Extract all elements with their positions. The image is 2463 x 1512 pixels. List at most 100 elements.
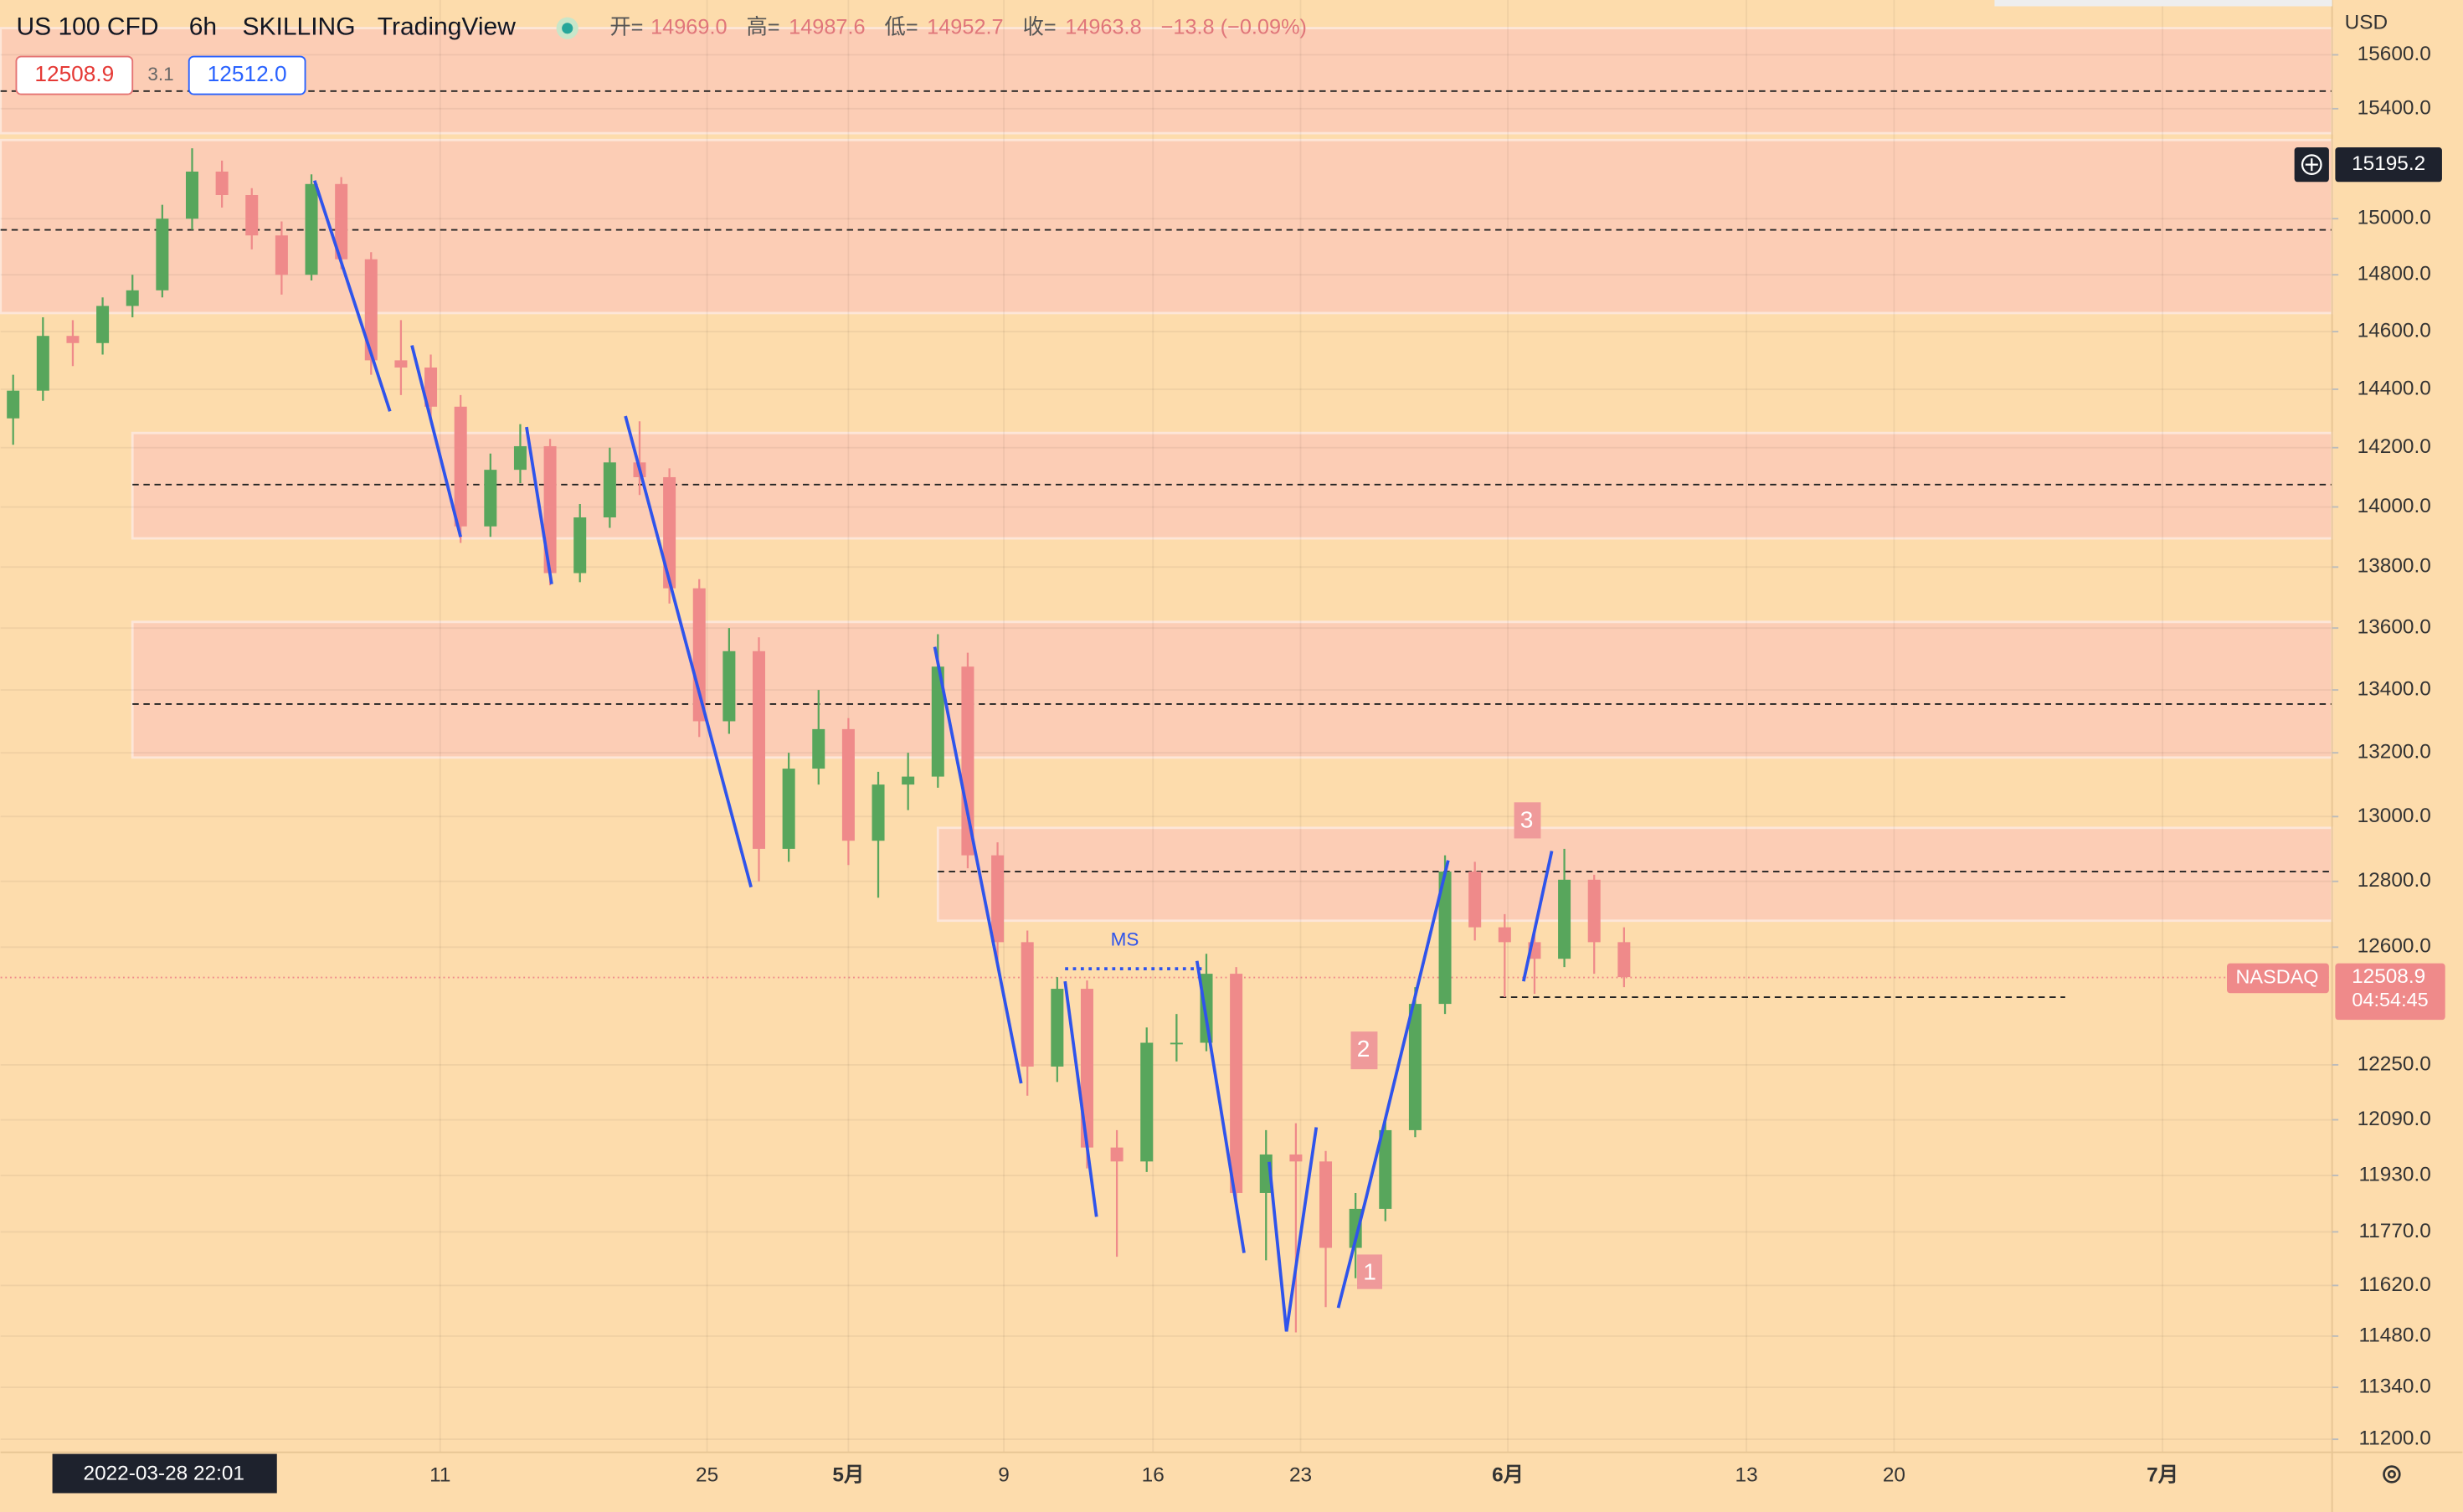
crosshair-add-icon xyxy=(2305,158,2318,172)
change: −13.8 (−0.09%) xyxy=(1161,15,1307,39)
y-tick-label: 11620.0 xyxy=(2358,1273,2430,1296)
series-name: NASDAQ xyxy=(2236,966,2319,988)
wave-line xyxy=(410,345,463,537)
y-tick-label: 14600.0 xyxy=(2358,320,2431,342)
supply-demand-zone xyxy=(0,138,2334,315)
candle-body xyxy=(1170,1042,1183,1045)
candle-body xyxy=(841,728,855,841)
candle-body xyxy=(305,183,318,275)
spread: 3.1 xyxy=(147,64,173,85)
candle-body xyxy=(1110,1147,1124,1162)
candle-body xyxy=(722,651,736,722)
candle-body xyxy=(753,651,766,849)
y-tick-label: 11770.0 xyxy=(2358,1220,2430,1242)
candle-body xyxy=(1080,989,1093,1148)
x-tick-label: 20 xyxy=(1883,1463,1905,1486)
candle-body xyxy=(1349,1208,1362,1248)
grid xyxy=(0,0,2332,1453)
crosshair-add-icon xyxy=(2301,154,2322,176)
y-tick-label: 12600.0 xyxy=(2358,935,2431,958)
wave-line xyxy=(1267,1127,1319,1332)
candle-body xyxy=(185,171,198,219)
y-tick-label: 14400.0 xyxy=(2358,377,2431,399)
y-tick-label: 11930.0 xyxy=(2358,1163,2430,1185)
last-price: 12508.9 xyxy=(2352,965,2425,988)
interval: 6h xyxy=(189,13,217,41)
last-price-box xyxy=(2335,963,2445,1021)
y-tick-label: 14200.0 xyxy=(2358,435,2431,458)
candle-body xyxy=(812,728,825,769)
y-tick-label: 15000.0 xyxy=(2358,207,2431,229)
y-tick-label: 13800.0 xyxy=(2358,555,2431,578)
candle-body xyxy=(484,470,497,527)
y-tick-label: 11200.0 xyxy=(2358,1427,2430,1450)
y-tick-label: 11480.0 xyxy=(2358,1324,2430,1346)
gear xyxy=(2383,1465,2401,1484)
x-tick-label: 11 xyxy=(429,1463,450,1486)
wave-lines xyxy=(312,180,1554,1332)
gear-hub xyxy=(2387,1469,2396,1479)
open-label: 开= xyxy=(609,15,643,39)
x-tick-label: 9 xyxy=(998,1463,1010,1486)
candle-body xyxy=(1140,1042,1154,1162)
candle-body xyxy=(543,445,557,573)
x-tick-label: 23 xyxy=(1289,1463,1312,1486)
x-tick-label: 13 xyxy=(1735,1463,1758,1486)
currency: USD xyxy=(2345,12,2388,34)
candle-body xyxy=(66,336,80,343)
candle-body xyxy=(126,290,139,306)
candle-body xyxy=(991,855,1005,943)
candle-body xyxy=(603,462,616,518)
y-tick-label: 15400.0 xyxy=(2358,96,2431,119)
candle-body xyxy=(1438,872,1452,1005)
candle-body xyxy=(1617,942,1631,978)
platform: TradingView xyxy=(378,13,516,41)
candle-body xyxy=(335,183,348,260)
crosshair-date-box xyxy=(52,1453,277,1494)
candle-body xyxy=(275,235,288,275)
ask: 12512.0 xyxy=(208,61,287,86)
candle-body xyxy=(782,769,795,849)
sell-box[interactable] xyxy=(15,55,134,95)
candle-body xyxy=(692,588,706,722)
wave-line xyxy=(312,180,392,412)
wave-number: 2 xyxy=(1357,1036,1370,1062)
legend: US 100 CFD 6h SKILLING TradingView 开= 14… xyxy=(15,13,1307,95)
settings-icon[interactable] xyxy=(2383,1465,2401,1484)
candle-body xyxy=(573,517,587,573)
candle-body xyxy=(1558,879,1571,959)
candle-body xyxy=(1408,1004,1422,1130)
candle-body xyxy=(394,360,408,368)
wave-line xyxy=(1336,860,1450,1309)
y-tick-label: 15600.0 xyxy=(2358,43,2431,65)
supply-demand-zone xyxy=(131,620,2334,759)
y-tick-label: 13200.0 xyxy=(2358,741,2431,764)
y-tick-label: 12090.0 xyxy=(2358,1108,2431,1130)
y-tick-label: 13600.0 xyxy=(2358,616,2431,639)
y-tick-label: 14000.0 xyxy=(2358,495,2431,517)
candle-body xyxy=(931,666,944,777)
candle-body xyxy=(1498,927,1511,943)
buy-box[interactable] xyxy=(188,55,306,95)
x-tick-label: 7月 xyxy=(2147,1463,2178,1486)
supply-demand-zone xyxy=(0,27,2334,135)
ms-label: MS xyxy=(1111,928,1139,949)
x-tick-label: 16 xyxy=(1142,1463,1165,1486)
wave-line xyxy=(1195,960,1246,1253)
candle-body xyxy=(36,336,49,391)
candle-body xyxy=(1230,974,1243,1193)
open-value: 14969.0 xyxy=(650,15,727,39)
bid: 12508.9 xyxy=(34,61,114,86)
candle-body xyxy=(424,367,438,407)
wave-number-box xyxy=(1350,1031,1378,1070)
candle-body xyxy=(245,195,259,236)
low-label: 低= xyxy=(885,15,918,39)
countdown: 04:54:45 xyxy=(2352,989,2428,1011)
candle-body xyxy=(96,306,110,343)
y-tick-label: 12800.0 xyxy=(2358,869,2431,892)
y-tick-label: 11340.0 xyxy=(2358,1376,2430,1398)
candles xyxy=(7,148,1631,1333)
candle-body xyxy=(872,784,885,841)
